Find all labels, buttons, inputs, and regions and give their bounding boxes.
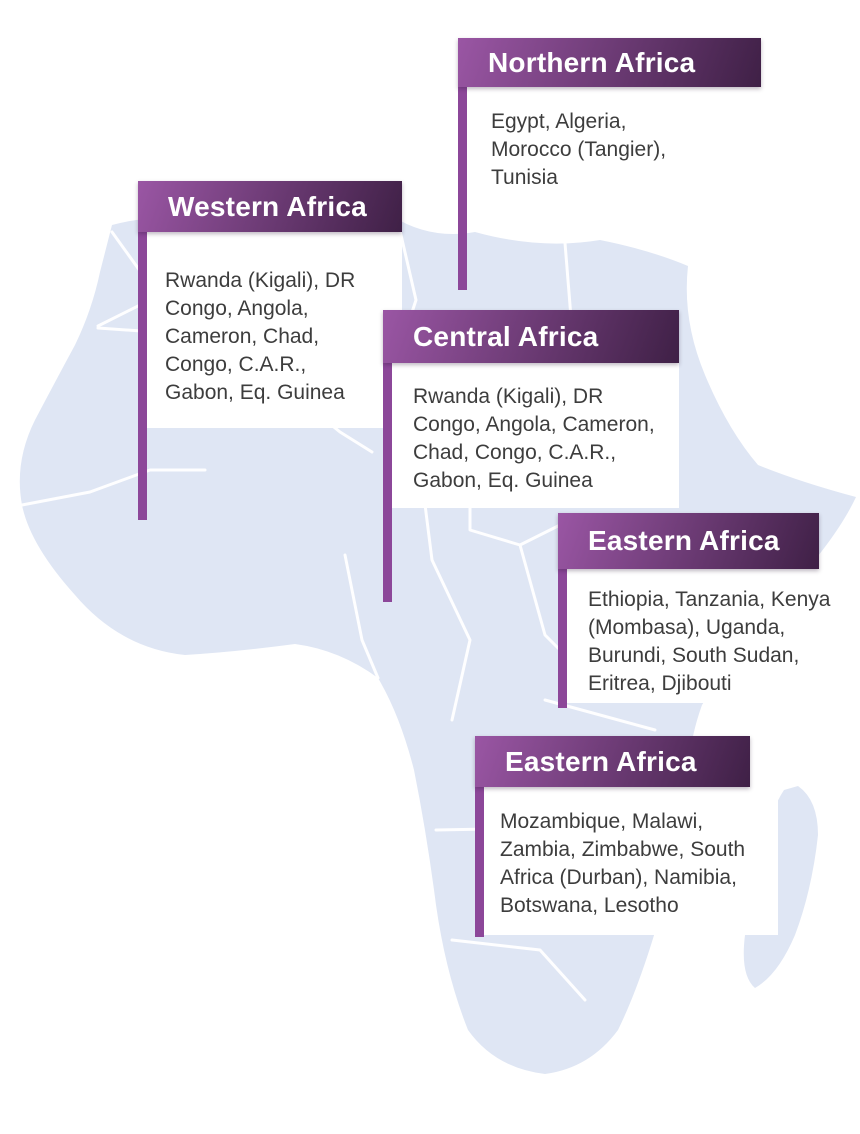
region-banner: Eastern Africa bbox=[475, 736, 750, 787]
connector-line bbox=[383, 363, 392, 602]
region-countries: Rwanda (Kigali), DR Congo, Angola, Camer… bbox=[413, 385, 655, 492]
region-banner: Western Africa bbox=[138, 181, 402, 232]
region-title: Western Africa bbox=[168, 190, 367, 222]
region-panel: Mozambique, Malawi, Zambia, Zimbabwe, So… bbox=[484, 787, 778, 935]
region-countries: Rwanda (Kigali), DR Congo, Angola, Camer… bbox=[165, 269, 356, 404]
region-panel: Egypt, Algeria, Morocco (Tangier), Tunis… bbox=[467, 87, 761, 209]
madagascar-island bbox=[743, 786, 818, 988]
region-panel: Rwanda (Kigali), DR Congo, Angola, Camer… bbox=[147, 232, 402, 428]
connector-line bbox=[558, 569, 567, 708]
connector-line bbox=[475, 787, 484, 937]
connector-line bbox=[458, 87, 467, 290]
region-panel: Ethiopia, Tanzania, Kenya (Mombasa), Uga… bbox=[567, 569, 839, 703]
region-banner: Eastern Africa bbox=[558, 513, 819, 569]
region-banner: Northern Africa bbox=[458, 38, 761, 87]
region-title: Eastern Africa bbox=[505, 745, 697, 777]
region-banner: Central Africa bbox=[383, 310, 679, 363]
region-countries: Ethiopia, Tanzania, Kenya (Mombasa), Uga… bbox=[588, 588, 831, 695]
region-panel: Rwanda (Kigali), DR Congo, Angola, Camer… bbox=[392, 363, 679, 508]
region-countries: Egypt, Algeria, Morocco (Tangier), Tunis… bbox=[491, 110, 667, 189]
connector-line bbox=[138, 232, 147, 520]
region-countries: Mozambique, Malawi, Zambia, Zimbabwe, So… bbox=[500, 810, 746, 917]
region-title: Eastern Africa bbox=[588, 525, 780, 556]
region-title: Northern Africa bbox=[488, 46, 696, 78]
region-title: Central Africa bbox=[413, 320, 599, 352]
